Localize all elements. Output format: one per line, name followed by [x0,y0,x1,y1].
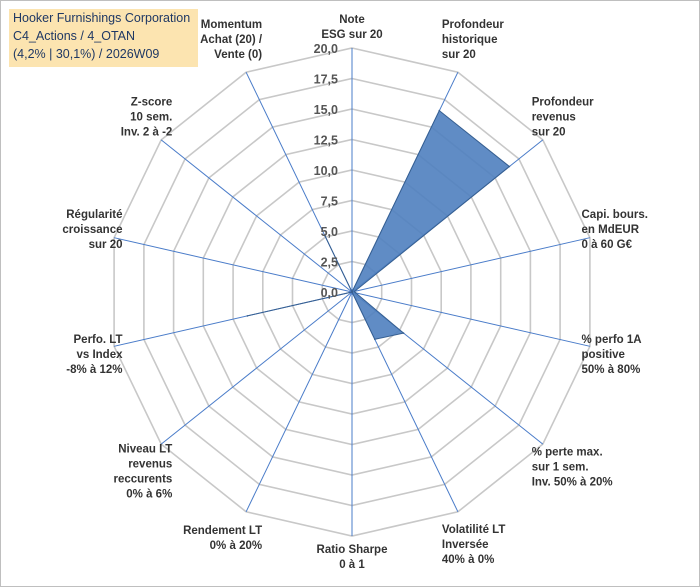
axis-label-9-line-0: Niveau LT [118,444,172,456]
data-point-2 [508,165,511,168]
spoke-axis-8 [245,291,353,513]
data-point-10 [246,315,249,317]
tick-label-8: 20,0 [314,42,338,56]
axis-label-5: % perte max. sur 1 sem. Inv. 50% à 20% [532,446,613,488]
spoke-axis-12 [160,139,353,293]
spoke-axis-11 [113,237,353,293]
info-box: Hooker Furnishings Corporation C4_Action… [9,9,198,67]
axis-label-10-line-1: vs Index [76,349,123,361]
axis-label-4-line-0: % perfo 1A [582,334,642,346]
axis-label-8-line-0: Rendement LT [183,525,262,537]
axis-label-11: Régularité croissance sur 20 [62,209,122,251]
axis-label-6-line-2: 40% à 0% [442,554,494,566]
axis-label-7: Ratio Sharpe 0 à 1 [317,544,388,571]
axis-label-8: Rendement LT 0% à 20% [183,525,262,552]
info-company-name: Hooker Furnishings Corporation [13,11,191,25]
spoke-axis-9 [160,291,353,445]
data-point-13 [324,235,326,237]
tick-label-2: 5,0 [321,225,338,239]
axis-label-13: Momentum Achat (20) / Vente (0) [200,19,263,61]
axis-label-12-line-1: 10 sem. [130,112,172,124]
spoke-axis-4 [351,291,591,347]
axis-label-2-line-1: revenus [532,112,576,124]
info-category: C4_Actions / 4_OTAN [13,29,136,43]
axis-label-12-line-2: Inv. 2 à -2 [121,127,173,139]
axis-label-3-line-2: 0 à 60 G€ [582,239,633,251]
axis-label-4-line-1: positive [582,349,625,361]
axis-label-7-line-0: Ratio Sharpe [317,544,388,556]
data-point-5 [402,332,405,334]
tick-label-7: 17,5 [314,73,338,87]
axis-label-10-line-2: -8% à 12% [66,364,122,376]
axis-label-9-line-1: revenus [128,459,172,471]
axis-label-1-line-2: sur 20 [442,49,476,61]
tick-label-5: 12,5 [314,134,338,148]
axis-label-6-line-1: Inversée [442,539,489,551]
axis-label-8-line-1: 0% à 20% [210,540,262,552]
axis-label-2-line-0: Profondeur [532,97,594,109]
axis-label-5-line-1: sur 1 sem. [532,461,589,473]
axis-label-13-line-1: Achat (20) / [200,34,263,46]
axis-label-9: Niveau LT revenus reccurents 0% à 6% [113,444,172,501]
data-point-3 [353,290,356,293]
axis-label-7-line-1: 0 à 1 [339,559,365,571]
tick-label-1: 2,5 [321,256,338,270]
tick-label-3: 7,5 [321,195,338,209]
axis-label-4-line-2: 50% à 80% [582,364,641,376]
tick-label-6: 15,0 [314,103,338,117]
axis-label-11-line-1: croissance [62,224,122,236]
axis-label-9-line-3: 0% à 6% [126,489,172,501]
axis-label-10: Perfo. LT vs Index -8% à 12% [66,334,123,376]
axis-label-5-line-2: Inv. 50% à 20% [532,476,613,488]
axis-label-11-line-2: sur 20 [89,239,123,251]
axis-label-11-line-0: Régularité [66,209,122,221]
tick-label-4: 10,0 [314,164,338,178]
axis-label-1-line-1: historique [442,34,498,46]
axis-label-10-line-0: Perfo. LT [74,334,123,346]
axis-label-9-line-2: reccurents [113,474,172,486]
tick-label-0: 0,0 [321,286,338,300]
spoke-axis-3 [351,237,591,293]
axis-label-13-line-2: Vente (0) [214,49,262,61]
axis-label-0-line-1: ESG sur 20 [321,29,382,41]
data-point-12 [351,291,353,293]
axis-label-3-line-0: Capi. bours. [582,209,648,221]
axis-label-6: Volatilité LT Inversée 40% à 0% [442,524,505,566]
axis-label-12: Z-score 10 sem. Inv. 2 à -2 [121,97,173,139]
axis-label-2-line-2: sur 20 [532,127,566,139]
axis-label-4: % perfo 1A positive 50% à 80% [582,334,642,376]
data-point-4 [354,292,357,294]
axis-label-6-line-0: Volatilité LT [442,524,505,536]
axis-label-1-line-0: Profondeur [442,19,504,31]
axis-label-3: Capi. bours. en MdEUR 0 à 60 G€ [582,209,648,251]
axis-label-3-line-1: en MdEUR [582,224,640,236]
axis-label-0-line-0: Note [339,14,365,26]
axis-label-0: Note ESG sur 20 [321,14,382,41]
data-point-6 [374,338,376,341]
data-point-1 [438,109,441,112]
axis-label-1: Profondeur historique sur 20 [442,19,504,61]
axis-label-13-line-0: Momentum [201,19,262,31]
axis-label-2: Profondeur revenus sur 20 [532,97,594,139]
axis-label-12-line-0: Z-score [131,97,173,109]
info-period: (4,2% | 30,1%) / 2026W09 [13,47,160,61]
axis-label-5-line-0: % perte max. [532,446,603,458]
data-series-area [247,109,511,340]
